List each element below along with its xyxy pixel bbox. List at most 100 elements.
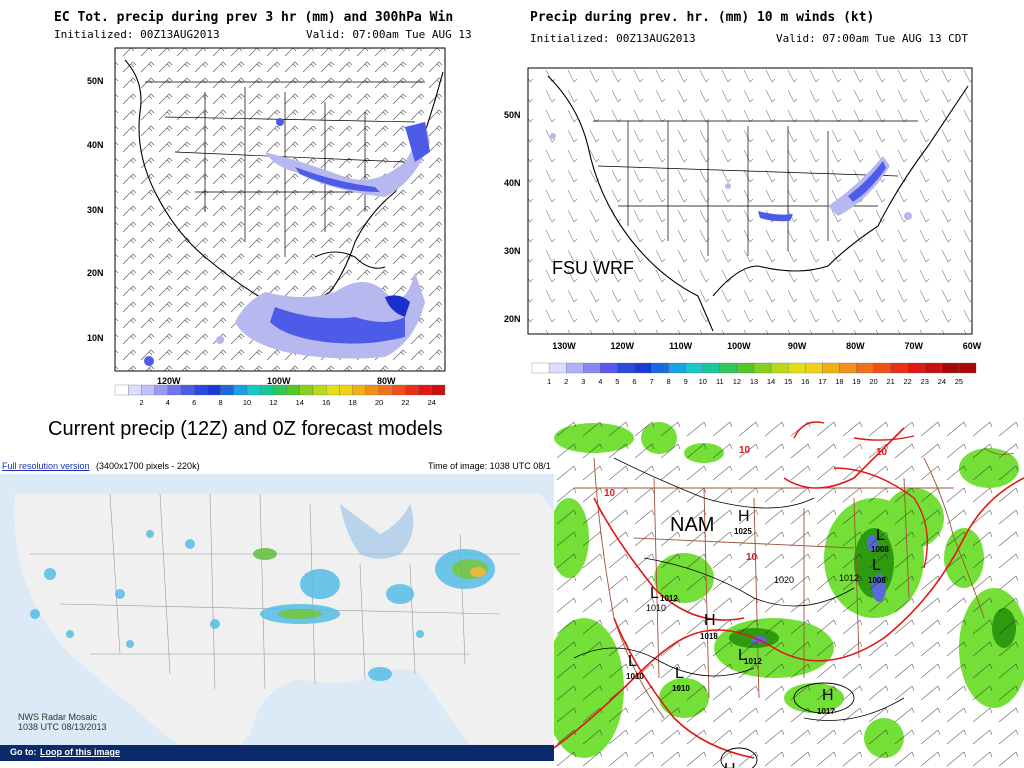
ec-colorbar-label: 16 — [322, 398, 330, 407]
ec-colorbar-cell — [431, 384, 446, 396]
ec-colorbar-cell — [128, 384, 142, 396]
wrf-colorbar-label: 14 — [767, 377, 775, 386]
nam-h2-value: 1018 — [700, 632, 718, 641]
wrf-colorbar-cell — [788, 362, 806, 374]
wrf-colorbar-label: 19 — [852, 377, 860, 386]
ec-colorbar-cell — [167, 384, 182, 396]
nam-l2-value: 1008 — [868, 576, 886, 585]
nam-h1-value: 1025 — [734, 527, 752, 536]
wrf-colorbar-label: 17 — [818, 377, 826, 386]
wrf-colorbar-cell — [634, 362, 652, 374]
wrf-colorbar-cell — [668, 362, 686, 374]
ec-colorbar-label: 2 — [139, 398, 143, 407]
ec-colorbar-cell — [326, 384, 340, 396]
nam-contour-10-d: 10 — [746, 552, 758, 563]
wrf-colorbar-label: 23 — [921, 377, 929, 386]
wrf-colorbar-label: 22 — [904, 377, 912, 386]
ec-colorbar-cell — [260, 384, 274, 396]
nam-l2-letter: L — [872, 557, 881, 574]
wrf-colorbar-cell — [924, 362, 942, 374]
nam-model-label: NAM — [670, 514, 714, 536]
ec-lat-20n: 20N — [87, 268, 104, 278]
ec-lon-120w: 120W — [157, 376, 181, 386]
ec-colorbar-cell — [273, 384, 287, 396]
wrf-lon-tick: 70W — [904, 341, 923, 351]
wrf-lon-tick: 110W — [669, 341, 693, 351]
wrf-colorbar-label: 4 — [598, 377, 602, 386]
ec-lon-100w: 100W — [267, 376, 291, 386]
nam-contour-10-b: 10 — [876, 447, 888, 458]
wrf-initialized: Initialized: 00Z13AUG2013 — [530, 32, 696, 45]
wrf-colorbar-label: 6 — [632, 377, 636, 386]
ec-colorbar-cell — [180, 384, 195, 396]
radar-mosaic-time: 1038 UTC 08/13/2013 — [18, 722, 107, 732]
nam-contour-10-a: 10 — [739, 445, 751, 456]
ec-colorbar-cell — [392, 384, 406, 396]
wrf-colorbar-cell — [600, 362, 618, 374]
ec-lat-40n: 40N — [87, 140, 104, 150]
ec-colorbar-cell — [365, 384, 380, 396]
goto-label: Go to: — [10, 747, 37, 757]
ec-colorbar-label: 14 — [296, 398, 304, 407]
wrf-colorbar-cell — [617, 362, 635, 374]
wrf-valid: Valid: 07:00am Tue AUG 13 CDT — [776, 32, 969, 45]
loop-image-link[interactable]: Loop of this image — [40, 747, 120, 757]
wrf-colorbar-cell — [805, 362, 823, 374]
nam-l6-value: 1010 — [672, 684, 690, 693]
wrf-colorbar-label: 7 — [649, 377, 653, 386]
ec-colorbar-label: 24 — [428, 398, 436, 407]
wrf-lon-tick: 100W — [727, 341, 751, 351]
wrf-colorbar-cell — [736, 362, 755, 374]
nam-l3-letter: L — [650, 585, 659, 602]
wrf-colorbar-label: 2 — [564, 377, 568, 386]
radar-header: Full resolution version (3400x1700 pixel… — [0, 460, 556, 474]
ec-colorbar-label: 6 — [192, 398, 196, 407]
wrf-lat-50n: 50N — [504, 110, 521, 120]
wrf-colorbar-cell — [822, 362, 840, 374]
ec-colorbar-cell — [154, 384, 168, 396]
wrf-colorbar-label: 16 — [801, 377, 809, 386]
wrf-colorbar-cell — [753, 362, 772, 374]
wrf-model-label: FSU WRF — [552, 258, 634, 278]
full-resolution-link[interactable]: Full resolution version — [2, 461, 90, 471]
nam-isobar-1010: 1010 — [646, 603, 666, 613]
nam-l6-letter: L — [675, 665, 684, 682]
wrf-colorbar-label: 18 — [835, 377, 843, 386]
wrf-colorbar-label: 3 — [581, 377, 585, 386]
ec-colorbar-cell — [246, 384, 261, 396]
ec-colorbar-label: 22 — [401, 398, 409, 407]
ec-colorbar: 2 4 6 8 10 12 14 16 18 20 22 24 — [114, 384, 446, 407]
wrf-colorbar-cell — [907, 362, 925, 374]
wrf-colorbar-label: 20 — [869, 377, 877, 386]
ec-lat-10n: 10N — [87, 333, 104, 343]
ec-colorbar-label: 10 — [243, 398, 251, 407]
wrf-map: FSU WRF 50N 40N 30N 20N 130W 120W 110W 100W… — [504, 67, 982, 351]
ec-colorbar-cell — [405, 384, 419, 396]
wrf-colorbar-cell — [890, 362, 908, 374]
wrf-lon-tick: 120W — [611, 341, 635, 351]
nam-partial-h: H — [724, 761, 736, 768]
nam-h2-letter: H — [704, 612, 716, 629]
wrf-colorbar-cell — [566, 362, 584, 374]
ec-colorbar-label: 12 — [269, 398, 277, 407]
ec-colorbar-cell — [233, 384, 248, 396]
wrf-colorbar-cell — [770, 362, 789, 374]
wrf-lat-30n: 30N — [504, 246, 521, 256]
ec-colorbar-label: 8 — [219, 398, 223, 407]
ec-colorbar-cell — [220, 384, 234, 396]
nam-l1-value: 1008 — [871, 545, 889, 554]
wrf-colorbar-label: 1 — [547, 377, 551, 386]
ec-colorbar-cell — [194, 384, 208, 396]
wrf-colorbar-label: 11 — [716, 377, 724, 386]
wrf-colorbar-label: 10 — [699, 377, 707, 386]
ec-colorbar-cell — [207, 384, 221, 396]
wrf-colorbar-cell — [548, 362, 567, 374]
wrf-colorbar-cell — [702, 362, 720, 374]
wrf-colorbar-label: 25 — [955, 377, 963, 386]
wrf-lat-20n: 20N — [504, 314, 521, 324]
ec-colorbar-label: 18 — [348, 398, 356, 407]
nam-h3-letter: H — [822, 687, 834, 704]
radar-mosaic-title: NWS Radar Mosaic — [18, 712, 98, 722]
ec-valid: Valid: 07:00am Tue AUG 13 — [306, 28, 472, 41]
ec-lat-30n: 30N — [87, 205, 104, 215]
